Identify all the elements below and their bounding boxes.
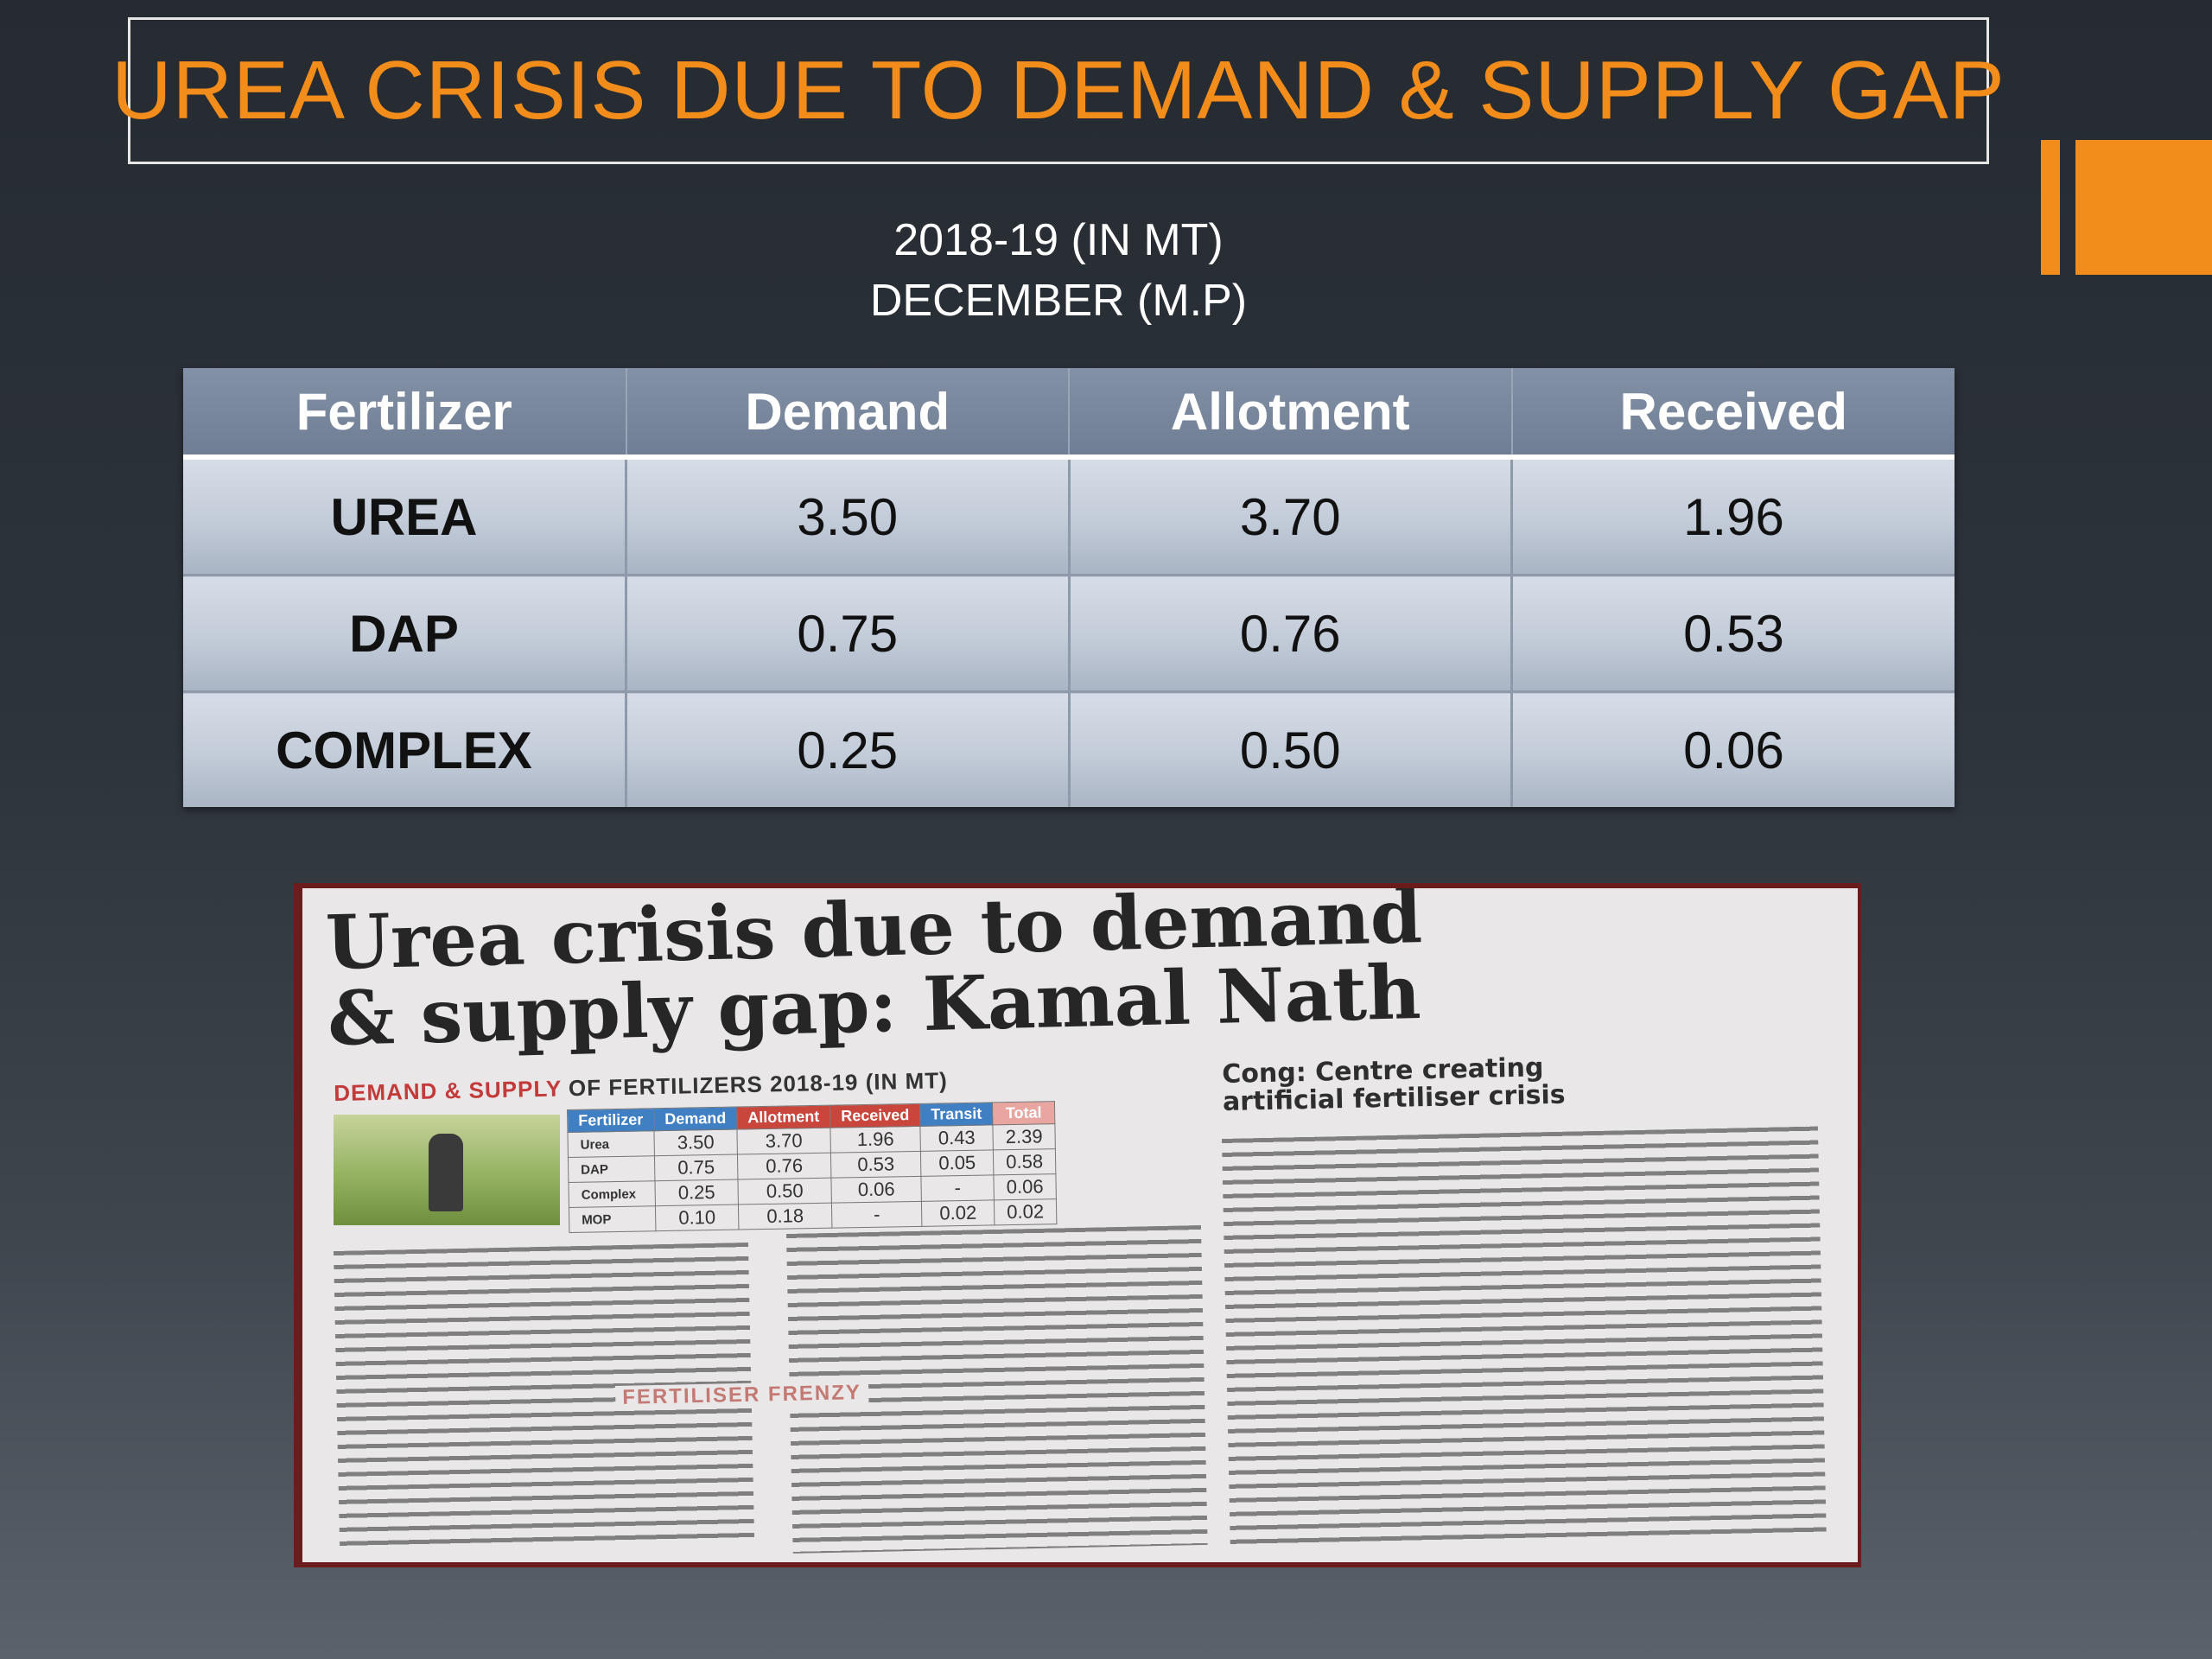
newspaper-clipping: Urea crisis due to demand & supply gap: … [294,883,1861,1567]
mini-cell: - [831,1201,923,1229]
cell-received: 1.96 [1511,457,1955,576]
cell-fertilizer: DAP [183,575,627,693]
mini-cell: Complex [568,1180,656,1208]
cell-fertilizer: COMPLEX [183,691,627,807]
caption-red: DEMAND & SUPPLY [334,1075,563,1106]
mini-cell: MOP [569,1205,657,1233]
mini-header: Fertilizer [567,1108,654,1133]
mini-header: Demand [653,1107,737,1131]
cell-demand: 3.50 [626,457,1071,576]
table-row: COMPLEX 0.25 0.50 0.06 [183,691,1955,807]
slide-title: UREA CRISIS DUE TO DEMAND & SUPPLY GAP [111,44,2005,137]
mini-cell: DAP [568,1155,655,1183]
mini-cell: 0.43 [920,1124,994,1152]
clipping-mini-table: Fertilizer Demand Allotment Received Tra… [567,1101,1057,1233]
mini-header: Total [992,1101,1055,1125]
cell-demand: 0.25 [626,691,1071,807]
mini-cell: 0.02 [994,1198,1057,1225]
mini-cell: 0.10 [655,1205,740,1231]
mini-cell: 0.76 [737,1153,831,1180]
farmer-figure-icon [429,1134,463,1211]
subtitle-month: DECEMBER (M.P) [869,276,1248,326]
cell-fertilizer: UREA [183,457,627,576]
mini-cell: 1.96 [830,1126,921,1154]
accent-bar-thin [2041,140,2060,275]
clipping-table-caption: DEMAND & SUPPLY OF FERTILIZERS 2018-19 (… [334,1067,948,1107]
mini-cell: 0.06 [830,1176,922,1204]
header-allotment: Allotment [1069,368,1513,460]
mini-cell: 0.18 [738,1203,832,1230]
cell-received: 0.53 [1511,575,1955,693]
mini-cell: 0.58 [993,1148,1056,1175]
mini-cell: 0.75 [654,1154,738,1181]
mini-cell: 0.05 [920,1149,995,1177]
cell-demand: 0.75 [626,575,1071,693]
cell-received: 0.06 [1511,691,1955,807]
mini-cell: 0.53 [830,1151,922,1179]
mini-cell: 0.50 [737,1178,832,1205]
cell-allotment: 0.50 [1069,691,1513,807]
article-column-text [1222,1126,1827,1545]
newspaper-paper: Urea crisis due to demand & supply gap: … [302,888,1858,1562]
mini-cell: Urea [567,1130,655,1158]
header-fertilizer: Fertilizer [183,368,627,460]
table-row: DAP 0.75 0.76 0.53 [183,575,1955,693]
header-received: Received [1511,368,1955,460]
mini-cell: 2.39 [993,1123,1056,1150]
mini-cell: 0.06 [994,1173,1057,1200]
mini-cell: 0.25 [654,1179,739,1206]
clipping-headline: Urea crisis due to demand & supply gap: … [325,888,1849,1063]
mini-header: Received [830,1103,921,1128]
cell-allotment: 3.70 [1069,457,1513,576]
mini-cell: 3.50 [653,1129,738,1156]
clipping-photo [334,1115,560,1225]
cell-allotment: 0.76 [1069,575,1513,693]
table-row: UREA 3.50 3.70 1.96 [183,457,1955,576]
fertilizer-table: Fertilizer Demand Allotment Received URE… [183,368,1955,807]
mini-cell: 3.70 [736,1128,831,1155]
side-headline-line2: artificial fertiliser crisis [1222,1079,1566,1117]
clipping-side-headline: Cong: Centre creating artificial fertili… [1222,1052,1566,1117]
slide-title-box: UREA CRISIS DUE TO DEMAND & SUPPLY GAP [111,17,2005,164]
mini-cell: - [921,1174,995,1202]
mini-cell: 0.02 [921,1199,995,1227]
caption-rest: OF FERTILIZERS 2018-19 (IN MT) [561,1067,949,1102]
subtitle-period: 2018-19 (IN MT) [893,215,1224,265]
table-header-row: Fertilizer Demand Allotment Received [183,368,1955,460]
header-demand: Demand [626,368,1070,460]
mini-header: Transit [919,1102,994,1127]
accent-bar-block [2075,140,2212,275]
mini-header: Allotment [736,1105,830,1130]
